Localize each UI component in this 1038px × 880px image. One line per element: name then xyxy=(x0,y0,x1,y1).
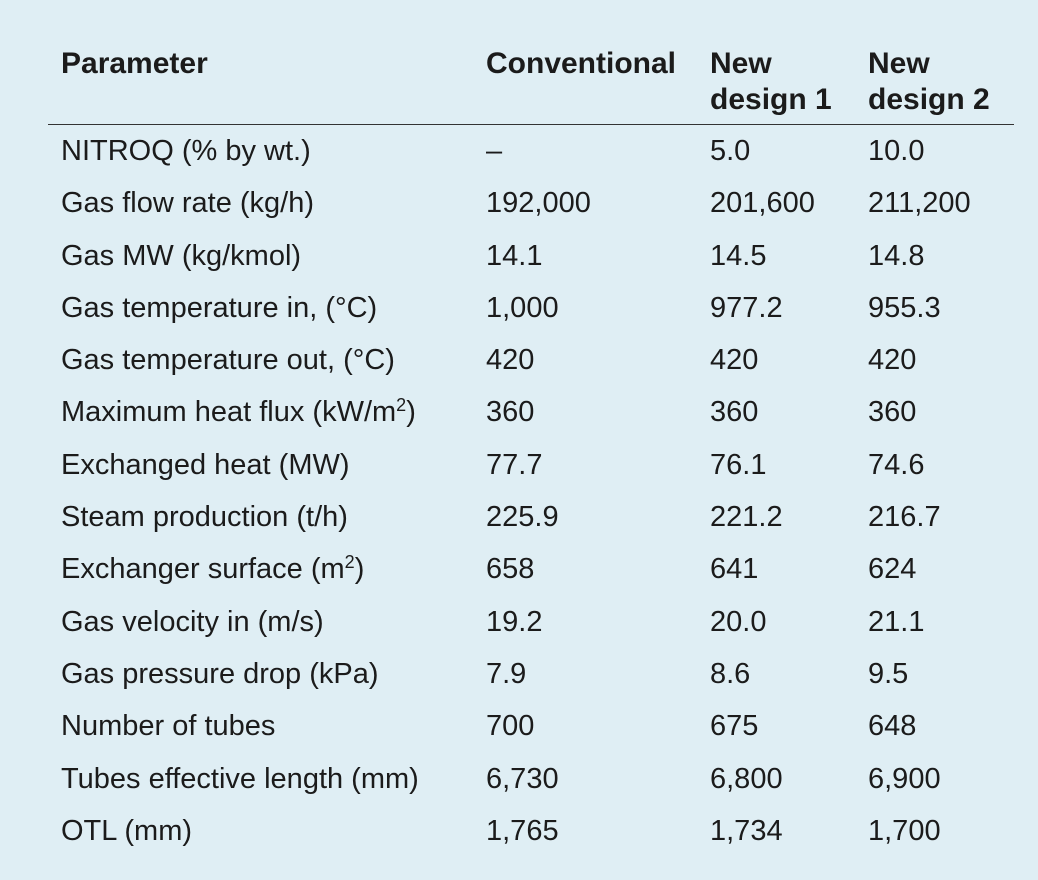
cell-parameter: Tubes effective length (mm) xyxy=(61,762,419,795)
cell-conventional: 19.2 xyxy=(486,605,543,638)
cell-new-design-2: 216.7 xyxy=(868,501,941,534)
cell-conventional: 225.9 xyxy=(486,501,559,534)
table-row: Tubes effective length (mm) 6,730 6,800 6,9… xyxy=(48,753,1014,805)
cell-conventional: 192,000 xyxy=(486,187,591,220)
table-row: Gas flow rate (kg/h) 192,000 201,600 211,20… xyxy=(48,177,1014,229)
cell-conventional: 14.1 xyxy=(486,239,543,272)
cell-new-design-2: 1,700 xyxy=(868,814,941,847)
header-conventional: Conventional xyxy=(486,47,677,80)
cell-parameter: Steam production (t/h) xyxy=(61,501,348,534)
cell-new-design-2: 648 xyxy=(868,710,917,743)
header-new-design-2: New design 2 xyxy=(868,47,990,116)
cell-new-design-2: 14.8 xyxy=(868,239,925,272)
cell-parameter: Maximum heat flux (kW/m2) xyxy=(61,395,416,429)
table-row: Maximum heat flux (kW/m2) 360 360 360 xyxy=(48,386,1014,438)
table-body: NITROQ (% by wt.) – 5.0 10.0 Gas flow rate (… xyxy=(48,125,1014,857)
table-row: Steam production (t/h) 225.9 221.2 216.7 xyxy=(48,491,1014,543)
cell-conventional: 658 xyxy=(486,553,535,586)
cell-conventional: 6,730 xyxy=(486,762,559,795)
cell-new-design-1: 221.2 xyxy=(710,501,783,534)
cell-parameter: OTL (mm) xyxy=(61,814,193,847)
table-row: Number of tubes 700 675 648 xyxy=(48,700,1014,752)
cell-parameter: NITROQ (% by wt.) xyxy=(61,135,311,167)
header-parameter: Parameter xyxy=(61,47,208,80)
comparison-table: Parameter Conventional New design 1 New … xyxy=(48,40,1014,857)
cell-new-design-2: 955.3 xyxy=(868,291,941,324)
table-row: Exchanger surface (m2) 658 641 624 xyxy=(48,543,1014,595)
cell-new-design-1: 641 xyxy=(710,553,759,586)
table-row: Gas pressure drop (kPa) 7.9 8.6 9.5 xyxy=(48,648,1014,700)
table-row: Gas temperature in, (°C) 1,000 977.2 955.3 xyxy=(48,282,1014,334)
cell-parameter: Gas MW (kg/kmol) xyxy=(61,239,302,272)
table-row: Gas temperature out, (°C) 420 420 420 xyxy=(48,334,1014,386)
table-row: OTL (mm) 1,765 1,734 1,700 xyxy=(48,805,1014,857)
cell-new-design-1: 1,734 xyxy=(710,814,783,847)
cell-new-design-1: 14.5 xyxy=(710,239,767,272)
cell-new-design-1: 420 xyxy=(710,344,759,377)
cell-conventional: 77.7 xyxy=(486,448,543,481)
cell-new-design-1: 8.6 xyxy=(710,657,751,690)
table-row: Gas MW (kg/kmol) 14.1 14.5 14.8 xyxy=(48,230,1014,282)
cell-parameter: Gas temperature in, (°C) xyxy=(61,291,378,324)
cell-new-design-2: 74.6 xyxy=(868,448,925,481)
cell-new-design-2: 360 xyxy=(868,396,917,429)
cell-new-design-1: 20.0 xyxy=(710,605,767,638)
cell-conventional: 420 xyxy=(486,344,535,377)
cell-new-design-1: 201,600 xyxy=(710,187,815,220)
cell-new-design-1: 76.1 xyxy=(710,448,767,481)
cell-new-design-1: 360 xyxy=(710,396,759,429)
cell-new-design-2: 624 xyxy=(868,553,917,586)
cell-new-design-1: 6,800 xyxy=(710,762,783,795)
cell-conventional: 7.9 xyxy=(486,657,527,690)
cell-parameter: Number of tubes xyxy=(61,710,276,743)
cell-new-design-1: 5.0 xyxy=(710,135,751,167)
cell-conventional: 360 xyxy=(486,396,535,429)
header-new-design-1: New design 1 xyxy=(710,47,832,116)
cell-new-design-2: 21.1 xyxy=(868,605,925,638)
cell-conventional: – xyxy=(486,135,503,167)
cell-parameter: Exchanged heat (MW) xyxy=(61,448,350,481)
cell-new-design-1: 675 xyxy=(710,710,759,743)
cell-new-design-2: 6,900 xyxy=(868,762,941,795)
table-header-row: Parameter Conventional New design 1 New … xyxy=(48,40,1014,125)
cell-conventional: 700 xyxy=(486,710,535,743)
cell-parameter: Gas temperature out, (°C) xyxy=(61,344,395,377)
cell-parameter: Exchanger surface (m2) xyxy=(61,552,365,586)
cell-new-design-2: 211,200 xyxy=(868,187,971,220)
cell-new-design-2: 10.0 xyxy=(868,135,925,167)
table-row: NITROQ (% by wt.) – 5.0 10.0 xyxy=(48,125,1014,177)
table-row: Exchanged heat (MW) 77.7 76.1 74.6 xyxy=(48,439,1014,491)
table-row: Gas velocity in (m/s) 19.2 20.0 21.1 xyxy=(48,596,1014,648)
cell-parameter: Gas flow rate (kg/h) xyxy=(61,187,315,220)
cell-conventional: 1,000 xyxy=(486,291,559,324)
cell-parameter: Gas pressure drop (kPa) xyxy=(61,657,379,690)
cell-conventional: 1,765 xyxy=(486,814,559,847)
cell-parameter: Gas velocity in (m/s) xyxy=(61,605,324,638)
cell-new-design-2: 420 xyxy=(868,344,917,377)
cell-new-design-1: 977.2 xyxy=(710,291,783,324)
cell-new-design-2: 9.5 xyxy=(868,657,909,690)
